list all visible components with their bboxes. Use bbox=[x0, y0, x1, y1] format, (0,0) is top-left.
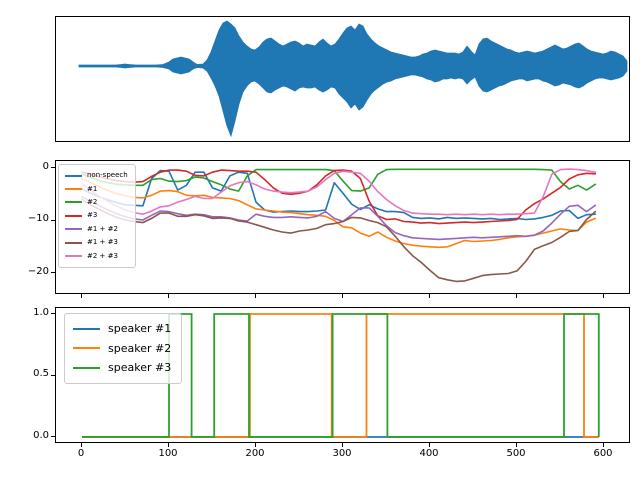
aggregation-plot bbox=[81, 168, 597, 283]
agg-ytick-m20: −20 bbox=[27, 266, 49, 277]
legend-label: #1 + #2 bbox=[87, 224, 118, 233]
legend-item-1: #1 bbox=[65, 182, 128, 195]
tick-mark bbox=[603, 294, 605, 298]
tick-mark bbox=[168, 294, 170, 298]
legend-item-2-3: #2 + #3 bbox=[65, 249, 128, 262]
curve--1-2 bbox=[81, 196, 597, 241]
tick-mark bbox=[342, 443, 344, 447]
curve--3 bbox=[81, 169, 597, 225]
tick-mark bbox=[429, 294, 431, 298]
xtick-500: 500 bbox=[506, 448, 526, 459]
speakers-plot bbox=[82, 313, 600, 438]
agg-ytick-0: 0 bbox=[42, 161, 49, 172]
legend-label: non-speech bbox=[87, 171, 128, 180]
legend-label: #1 + #3 bbox=[87, 238, 118, 247]
xtick-400: 400 bbox=[419, 448, 439, 459]
tick-mark bbox=[342, 294, 344, 298]
spk-ytick-1: 1.0 bbox=[33, 307, 49, 318]
legend-label: #3 bbox=[87, 211, 98, 220]
legend-item-1-2: #1 + #2 bbox=[65, 223, 128, 236]
legend-speakers: speaker #1 speaker #2 speaker #3 bbox=[64, 313, 183, 384]
tick-mark bbox=[51, 313, 55, 315]
legend-line-swatch bbox=[65, 174, 82, 177]
spk-ytick-05: 0.5 bbox=[33, 368, 49, 379]
legend-item-1-3: #1 + #3 bbox=[65, 236, 128, 249]
legend-label: #2 + #3 bbox=[87, 251, 118, 260]
legend-line-swatch bbox=[65, 201, 82, 204]
legend-line-swatch bbox=[73, 366, 100, 369]
xtick-600: 600 bbox=[593, 448, 613, 459]
curve--1 bbox=[81, 177, 597, 249]
legend-aggregation: non-speech #1 #2 #3 #1 + #2 #1 + #3 #2 +… bbox=[58, 164, 136, 268]
curve--2-3 bbox=[81, 168, 597, 216]
legend-label: #2 bbox=[87, 197, 98, 206]
xtick-300: 300 bbox=[332, 448, 352, 459]
tick-mark bbox=[516, 443, 518, 447]
speakers-axes: speaker #1 speaker #2 speaker #3 bbox=[55, 307, 630, 443]
tick-mark bbox=[429, 443, 431, 447]
spk-ytick-0: 0.0 bbox=[33, 430, 49, 441]
curve--1-3 bbox=[81, 198, 597, 283]
legend-line-swatch bbox=[65, 255, 82, 258]
legend-label: speaker #1 bbox=[108, 322, 172, 336]
legend-line-swatch bbox=[65, 214, 82, 217]
legend-item-non-speech: non-speech bbox=[65, 169, 128, 182]
legend-line-swatch bbox=[65, 228, 82, 231]
legend-label: speaker #3 bbox=[108, 361, 172, 375]
legend-line-swatch bbox=[65, 188, 82, 191]
tick-mark bbox=[51, 272, 55, 274]
xtick-0: 0 bbox=[77, 448, 85, 459]
tick-mark bbox=[51, 219, 55, 221]
legend-item-2: #2 bbox=[65, 196, 128, 209]
legend-item-speaker-2: speaker #2 bbox=[73, 339, 171, 359]
curve--2 bbox=[81, 168, 597, 192]
tick-mark bbox=[51, 167, 55, 169]
tick-mark bbox=[255, 443, 257, 447]
legend-line-swatch bbox=[73, 327, 100, 330]
tick-mark bbox=[81, 443, 83, 447]
tick-mark bbox=[81, 294, 83, 298]
tick-mark bbox=[168, 443, 170, 447]
xtick-200: 200 bbox=[245, 448, 265, 459]
tick-mark bbox=[51, 436, 55, 438]
legend-label: #1 bbox=[87, 184, 98, 193]
step-speaker-3 bbox=[82, 313, 600, 438]
waveform-trace bbox=[78, 20, 628, 138]
xtick-100: 100 bbox=[158, 448, 178, 459]
waveform-plot bbox=[78, 20, 628, 138]
waveform-axes bbox=[55, 16, 630, 142]
legend-line-swatch bbox=[65, 241, 82, 244]
legend-item-3: #3 bbox=[65, 209, 128, 222]
legend-line-swatch bbox=[73, 347, 100, 350]
legend-label: speaker #2 bbox=[108, 341, 172, 355]
agg-ytick-m10: −10 bbox=[27, 213, 49, 224]
tick-mark bbox=[51, 374, 55, 376]
tick-mark bbox=[255, 294, 257, 298]
aggregation-axes: non-speech #1 #2 #3 #1 + #2 #1 + #3 #2 +… bbox=[55, 160, 630, 294]
legend-item-speaker-3: speaker #3 bbox=[73, 358, 171, 378]
tick-mark bbox=[516, 294, 518, 298]
legend-item-speaker-1: speaker #1 bbox=[73, 319, 171, 339]
tick-mark bbox=[603, 443, 605, 447]
